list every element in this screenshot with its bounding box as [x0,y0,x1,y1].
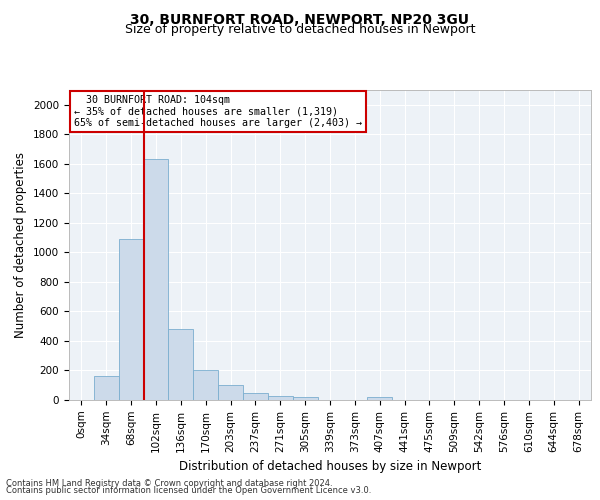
Text: Size of property relative to detached houses in Newport: Size of property relative to detached ho… [125,22,475,36]
Bar [169,329,193,400]
Text: Contains public sector information licensed under the Open Government Licence v3: Contains public sector information licen… [6,486,371,495]
Bar [243,394,268,400]
Text: Contains HM Land Registry data © Crown copyright and database right 2024.: Contains HM Land Registry data © Crown c… [6,478,332,488]
Bar [94,376,119,400]
Bar [119,239,143,400]
X-axis label: Distribution of detached houses by size in Newport: Distribution of detached houses by size … [179,460,481,473]
Bar [268,396,293,400]
Bar [218,385,243,400]
Bar [143,160,169,400]
Bar [367,397,392,400]
Y-axis label: Number of detached properties: Number of detached properties [14,152,28,338]
Bar [293,397,317,400]
Bar [193,370,218,400]
Text: 30 BURNFORT ROAD: 104sqm
← 35% of detached houses are smaller (1,319)
65% of sem: 30 BURNFORT ROAD: 104sqm ← 35% of detach… [74,94,362,128]
Text: 30, BURNFORT ROAD, NEWPORT, NP20 3GU: 30, BURNFORT ROAD, NEWPORT, NP20 3GU [131,12,470,26]
